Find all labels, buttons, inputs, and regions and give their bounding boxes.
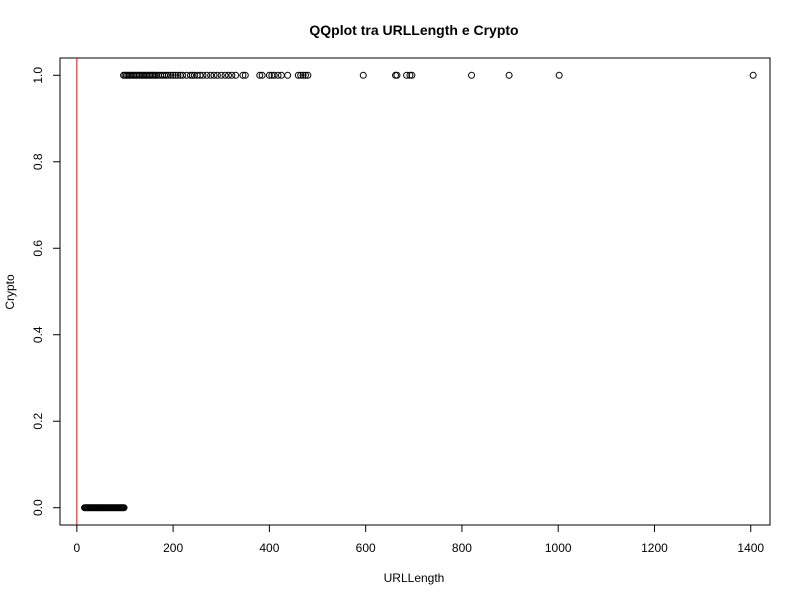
- data-point: [393, 71, 401, 79]
- data-point: [172, 71, 180, 79]
- data-point: [299, 71, 307, 79]
- data-point: [241, 71, 249, 79]
- y-tick-label: 0.4: [31, 326, 45, 343]
- data-point: [239, 71, 247, 79]
- x-tick-label: 1000: [545, 541, 572, 555]
- data-point: [207, 71, 215, 79]
- x-tick-label: 1200: [641, 541, 668, 555]
- y-tick-label: 0.0: [31, 499, 45, 516]
- data-point: [749, 71, 757, 79]
- data-point: [196, 71, 204, 79]
- data-point: [406, 71, 414, 79]
- data-point: [297, 71, 305, 79]
- data-point: [359, 71, 367, 79]
- data-point: [258, 71, 266, 79]
- data-point: [270, 71, 278, 79]
- data-point: [408, 71, 416, 79]
- data-point: [256, 71, 264, 79]
- x-axis-label: URLLength: [384, 571, 445, 585]
- x-tick-label: 400: [259, 541, 279, 555]
- data-point: [164, 71, 172, 79]
- data-point: [265, 71, 273, 79]
- data-point: [284, 71, 292, 79]
- y-axis: 0.0 0.2 0.4 0.6 0.8 1.0: [31, 67, 61, 516]
- data-point: [555, 71, 563, 79]
- x-tick-label: 600: [356, 541, 376, 555]
- y-axis-label: Crypto: [3, 274, 17, 310]
- data-point: [167, 71, 175, 79]
- y-tick-label: 0.2: [31, 413, 45, 430]
- data-point: [505, 71, 513, 79]
- data-point: [186, 71, 194, 79]
- data-point: [304, 71, 312, 79]
- y-tick-label: 0.8: [31, 153, 45, 170]
- data-point: [224, 71, 232, 79]
- y-tick-label: 0.6: [31, 240, 45, 257]
- x-axis: 0 200 400 600 800 1000 1200 1400: [74, 524, 764, 555]
- data-point: [403, 71, 411, 79]
- chart-title: QQplot tra URLLength e Crypto: [309, 22, 518, 38]
- x-tick-label: 1400: [737, 541, 764, 555]
- data-point: [228, 71, 236, 79]
- x-tick-label: 800: [452, 541, 472, 555]
- data-point: [203, 71, 211, 79]
- data-point: [210, 71, 218, 79]
- data-point: [169, 71, 177, 79]
- data-point: [294, 71, 302, 79]
- data-point: [120, 504, 128, 512]
- data-point: [232, 71, 240, 79]
- data-point: [162, 71, 170, 79]
- data-points: [81, 71, 757, 512]
- data-point: [199, 71, 207, 79]
- x-tick-label: 200: [163, 541, 183, 555]
- data-point: [188, 71, 196, 79]
- data-point: [174, 71, 182, 79]
- data-point: [301, 71, 309, 79]
- data-point: [179, 71, 187, 79]
- data-point: [468, 71, 476, 79]
- data-point: [221, 71, 229, 79]
- x-tick-label: 0: [74, 541, 81, 555]
- data-point: [217, 71, 225, 79]
- plot-frame: [59, 57, 771, 526]
- data-point: [213, 71, 221, 79]
- y-tick-label: 1.0: [31, 67, 45, 84]
- data-point: [274, 71, 282, 79]
